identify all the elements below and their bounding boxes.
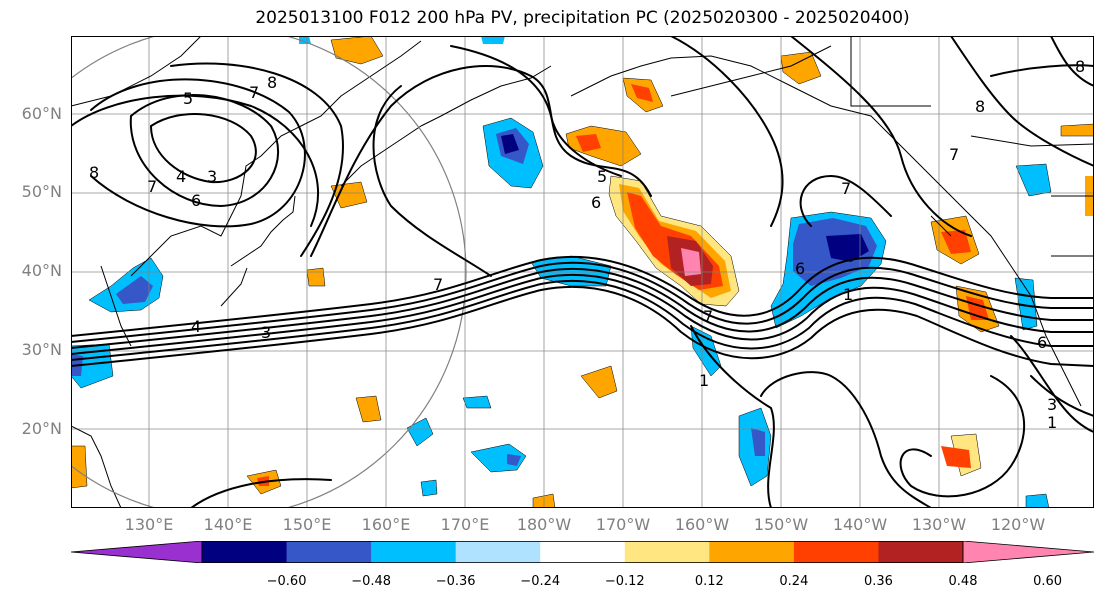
contour-label: 3 — [207, 167, 217, 186]
colorbar-cell — [540, 541, 626, 563]
colorbar-tick-label: −0.12 — [604, 574, 645, 589]
map-frame — [71, 36, 1094, 508]
contour-label: 1 — [699, 371, 709, 390]
map-panel: 5 7 8 4 3 6 7 8 5 6 7 8 7 6 1 7 1 3 1 3 … — [71, 36, 1094, 508]
lon-label-140e: 140°E — [203, 515, 253, 534]
contour-label: 7 — [841, 179, 851, 198]
contour-label: 6 — [591, 193, 601, 212]
lon-label-170w: 170°W — [595, 515, 651, 534]
contour-label: 8 — [975, 97, 985, 116]
lon-label-170e: 170°E — [440, 515, 490, 534]
colorbar-extend-max — [962, 541, 1094, 563]
contour-label: 7 — [249, 83, 259, 102]
contour-label: 7 — [703, 307, 713, 326]
contour-label: 4 — [191, 317, 201, 336]
colorbar-tick-label: −0.48 — [351, 574, 392, 589]
colorbar-extend-min — [71, 541, 203, 563]
colorbar-tick-label: 0.24 — [779, 574, 809, 589]
contour-label: 8 — [89, 163, 99, 182]
colorbar-cell — [793, 541, 879, 563]
pv-contours — [71, 36, 1094, 508]
lat-label-30n: 30°N — [21, 340, 62, 359]
colorbar — [71, 541, 1094, 563]
contour-label: 5 — [597, 167, 607, 186]
colorbar-cell — [371, 541, 457, 563]
lon-label-130e: 130°E — [124, 515, 174, 534]
contour-label: 1 — [1047, 413, 1057, 432]
colorbar-tick-label: 0.12 — [694, 574, 724, 589]
lat-label-20n: 20°N — [21, 419, 62, 438]
lon-label-150w: 150°W — [753, 515, 809, 534]
lon-label-160e: 160°E — [361, 515, 411, 534]
contour-label: 8 — [1075, 57, 1085, 76]
contour-labels: 5 7 8 4 3 6 7 8 5 6 7 8 7 6 1 7 1 3 1 3 … — [89, 57, 1085, 432]
lon-label-180w: 180°W — [516, 515, 572, 534]
contour-label: 7 — [433, 275, 443, 294]
coastlines — [71, 36, 1094, 508]
contour-label: 7 — [147, 177, 157, 196]
colorbar-tick-label: 0.48 — [948, 574, 978, 589]
lat-label-40n: 40°N — [21, 261, 62, 280]
colorbar-cell — [878, 541, 964, 563]
contour-label: 1 — [843, 285, 853, 304]
colorbar-cell — [624, 541, 710, 563]
lon-label-140w: 140°W — [832, 515, 888, 534]
colorbar-cell — [202, 541, 288, 563]
contour-label: 6 — [1037, 333, 1047, 352]
lat-label-60n: 60°N — [21, 104, 62, 123]
map-canvas: 5 7 8 4 3 6 7 8 5 6 7 8 7 6 1 7 1 3 1 3 … — [71, 36, 1094, 508]
colorbar-tick-label: −0.24 — [520, 574, 561, 589]
contour-label: 6 — [191, 191, 201, 210]
colorbar-tick-label: 0.60 — [1033, 574, 1063, 589]
lat-label-50n: 50°N — [21, 182, 62, 201]
contour-label: 7 — [949, 145, 959, 164]
contour-label: 3 — [1047, 395, 1057, 414]
graticule — [71, 36, 1094, 508]
lon-label-160w: 160°W — [674, 515, 730, 534]
reference-circle — [71, 36, 467, 508]
contour-label: 6 — [795, 259, 805, 278]
colorbar-cell — [455, 541, 541, 563]
colorbar-tick-label: −0.60 — [266, 574, 307, 589]
lon-label-150e: 150°E — [282, 515, 332, 534]
colorbar-tick-label: 0.36 — [863, 574, 893, 589]
map-title: 2025013100 F012 200 hPa PV, precipitatio… — [255, 8, 910, 28]
colorbar-cell — [709, 541, 795, 563]
colorbar-outline — [201, 541, 964, 563]
colorbar-tick-label: −0.36 — [435, 574, 476, 589]
lon-label-130w: 130°W — [911, 515, 967, 534]
contour-label: 3 — [261, 323, 271, 342]
contour-label: 5 — [183, 89, 193, 108]
lon-label-120w: 120°W — [990, 515, 1046, 534]
contour-label: 4 — [176, 167, 186, 186]
contour-label: 8 — [267, 73, 277, 92]
colorbar-cell — [286, 541, 372, 563]
